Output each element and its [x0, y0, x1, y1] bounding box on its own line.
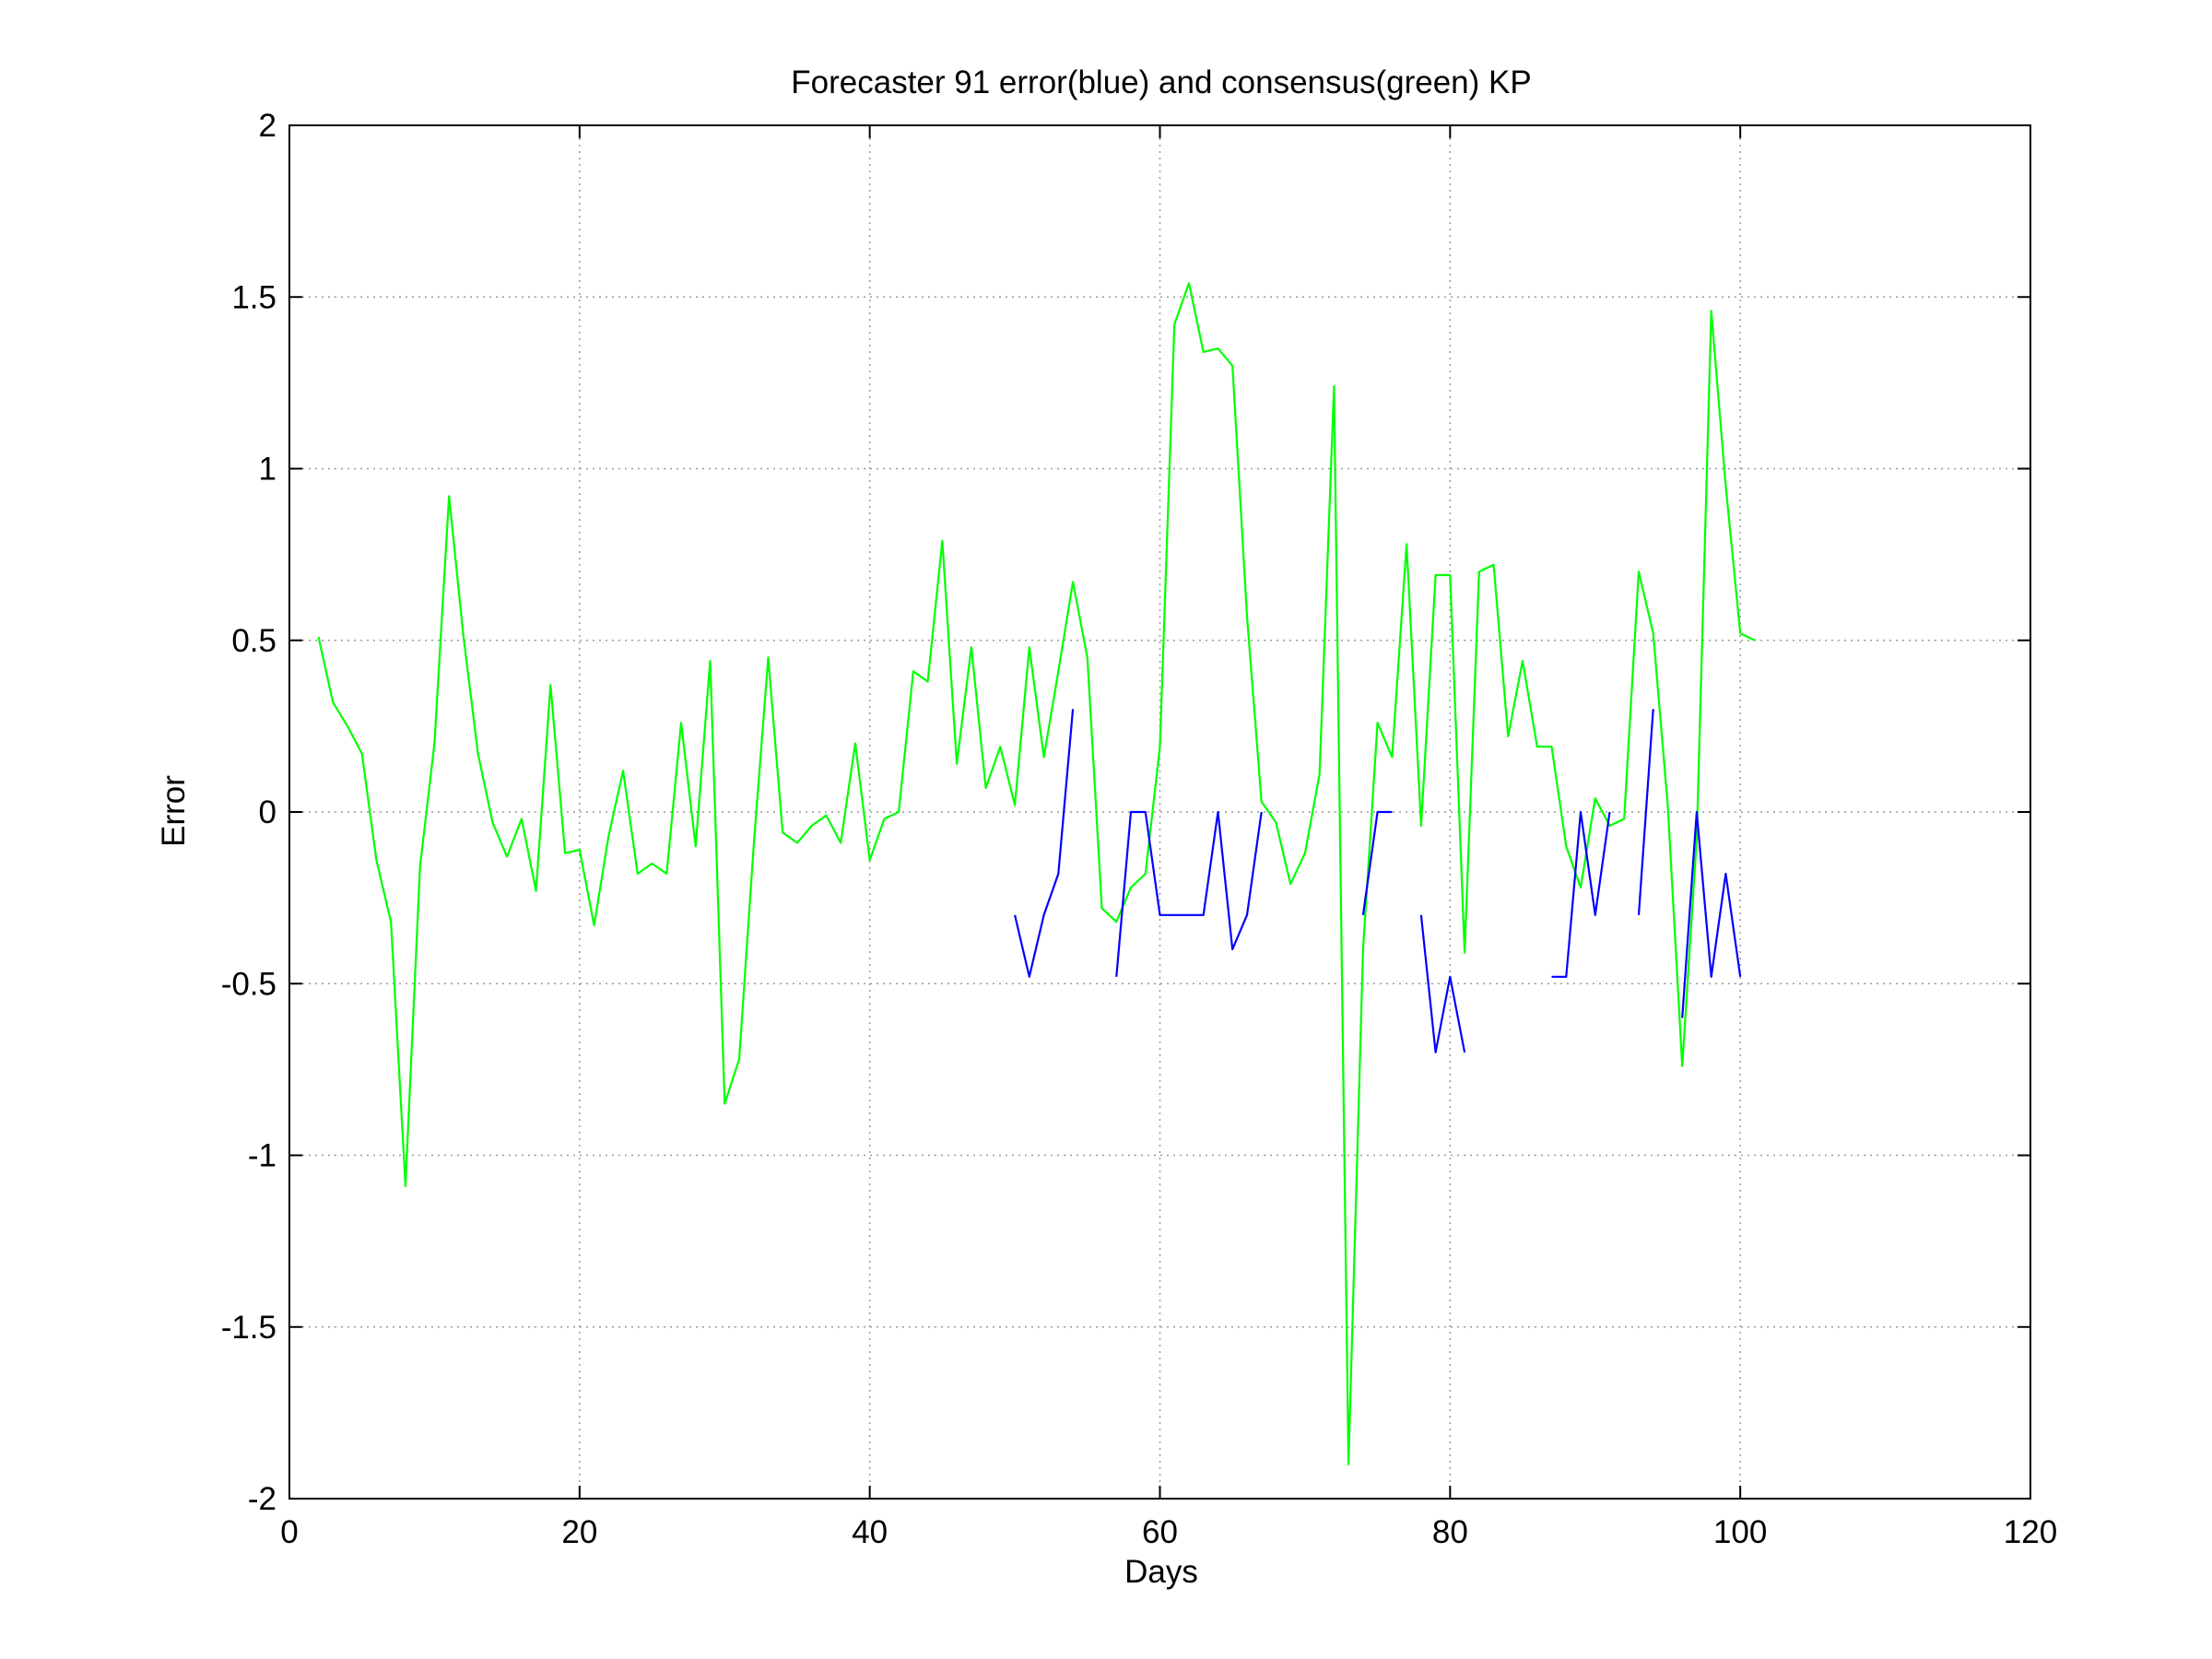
- y-tick-label: -0.5: [221, 966, 276, 1002]
- plot-area: [289, 125, 2030, 1499]
- y-tick-label: 0: [259, 794, 276, 830]
- x-tick-label: 120: [2004, 1514, 2057, 1550]
- y-axis-label: Error: [156, 775, 192, 847]
- x-tick-label: 100: [1713, 1514, 1767, 1550]
- tick-labels: 0 20 40 60 80 100 120 -2 -1.5 -1 -0.5 0 0.5 1 1.5 2: [221, 108, 2058, 1550]
- y-tick-label: 1: [259, 452, 276, 488]
- x-tick-label: 0: [280, 1514, 298, 1550]
- y-tick-label: 1.5: [231, 279, 276, 315]
- y-tick-label: 0.5: [231, 623, 276, 659]
- series-line-0: [317, 282, 1756, 1465]
- series-layer: [317, 282, 1756, 1465]
- chart-title: Forecaster 91 error(blue) and consensus(…: [791, 65, 1531, 100]
- x-tick-label: 20: [561, 1514, 597, 1550]
- y-tick-label: -1: [248, 1138, 276, 1174]
- x-axis-label: Days: [1124, 1554, 1198, 1590]
- y-tick-label: 2: [259, 108, 276, 144]
- y-tick-label: -2: [248, 1481, 276, 1517]
- axis-ticks: [288, 124, 2031, 1500]
- y-tick-label: -1.5: [221, 1310, 276, 1346]
- x-tick-label: 60: [1142, 1514, 1178, 1550]
- x-tick-label: 40: [852, 1514, 888, 1550]
- x-tick-label: 80: [1432, 1514, 1468, 1550]
- series-line-1: [1014, 709, 1742, 1053]
